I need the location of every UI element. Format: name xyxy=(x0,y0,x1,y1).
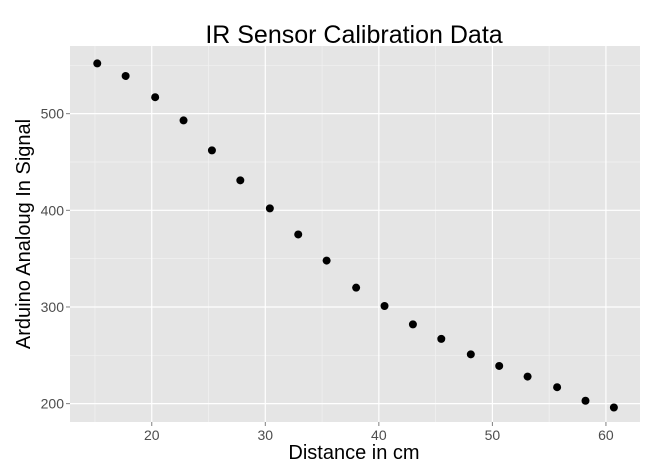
data-point xyxy=(466,350,475,359)
y-tick-label: 400 xyxy=(41,202,65,218)
y-tick-label: 200 xyxy=(41,396,65,412)
y-tick-label: 500 xyxy=(41,106,65,122)
y-axis-ticks: 200 300 400 500 xyxy=(41,106,70,412)
x-axis-label: Distance in cm xyxy=(288,442,419,464)
data-point xyxy=(294,230,303,239)
data-point xyxy=(207,146,216,155)
data-points xyxy=(93,59,618,412)
data-point xyxy=(236,176,245,185)
minor-gridlines xyxy=(70,46,640,422)
data-point xyxy=(265,204,274,213)
data-point xyxy=(553,383,562,392)
major-gridlines xyxy=(70,46,640,422)
data-point xyxy=(179,116,188,125)
data-point xyxy=(322,256,331,265)
x-tick-label: 50 xyxy=(485,427,501,443)
chart-title: IR Sensor Calibration Data xyxy=(205,21,502,49)
x-tick-label: 30 xyxy=(258,427,274,443)
data-point xyxy=(609,403,618,412)
data-point xyxy=(93,59,102,68)
x-tick-label: 60 xyxy=(598,427,614,443)
data-point xyxy=(352,283,361,292)
data-point xyxy=(581,396,590,405)
y-tick-label: 300 xyxy=(41,299,65,315)
data-point xyxy=(437,334,446,343)
data-point xyxy=(495,361,504,370)
x-axis-ticks: 20 30 40 50 60 xyxy=(144,422,614,443)
x-tick-label: 20 xyxy=(144,427,160,443)
plot-panel xyxy=(70,46,640,422)
data-point xyxy=(121,71,130,80)
y-axis-label: Arduino Analoug In Signal xyxy=(13,119,35,349)
data-point xyxy=(380,302,389,311)
data-point xyxy=(523,372,532,381)
data-point xyxy=(151,93,160,102)
x-tick-label: 40 xyxy=(371,427,387,443)
data-point xyxy=(408,320,417,329)
